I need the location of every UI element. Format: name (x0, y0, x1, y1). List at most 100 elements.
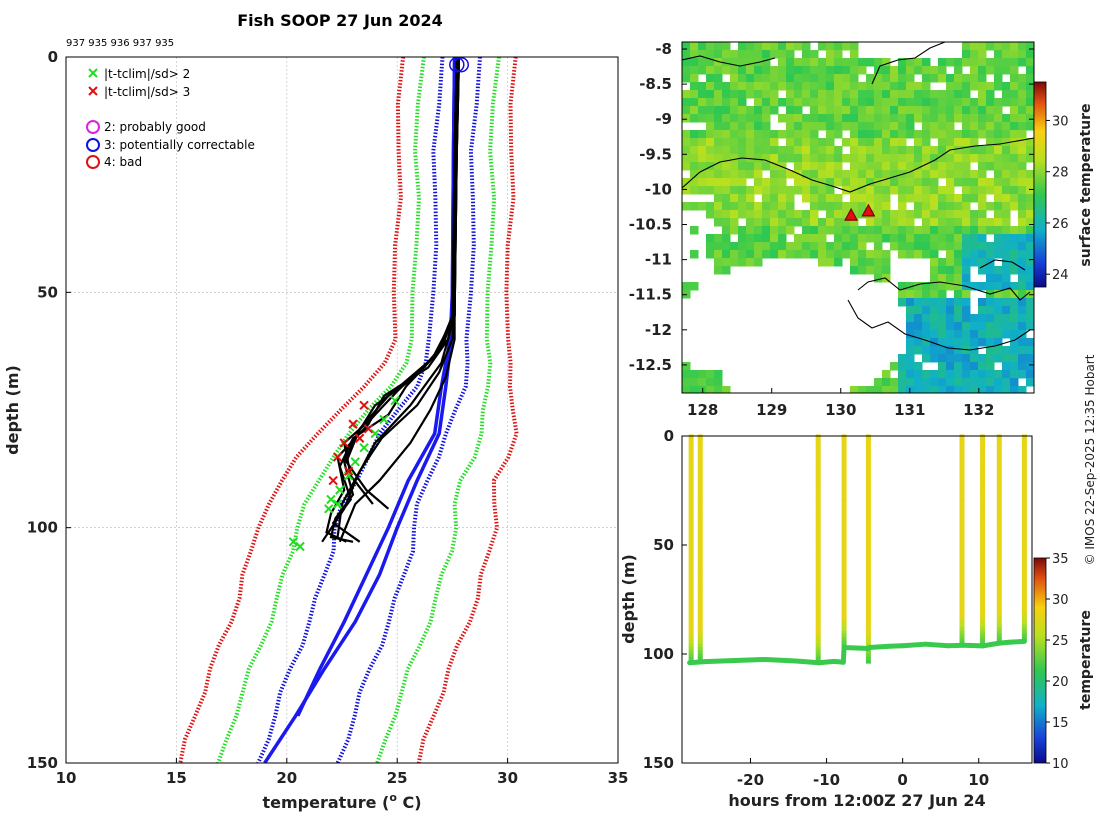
sst-cell (978, 218, 987, 227)
sst-cell (874, 274, 883, 283)
sst-cell (962, 298, 971, 307)
sst-cell (714, 178, 723, 187)
sst-cell (826, 74, 835, 83)
sst-cell (722, 42, 731, 51)
sst-cell (922, 306, 931, 315)
sst-cell (946, 274, 955, 283)
sst-cell (898, 114, 907, 123)
sst-cell (1018, 322, 1027, 331)
sst-cell (722, 266, 731, 275)
sst-cell (810, 90, 819, 99)
sst-cell (754, 234, 763, 243)
sst-cell (722, 186, 731, 195)
sst-cell (986, 146, 995, 155)
sst-cell (746, 138, 755, 147)
sst-cell (738, 66, 747, 75)
flag-red-marker (363, 424, 374, 434)
cast-sample (1021, 516, 1027, 520)
sst-cell (922, 186, 931, 195)
sst-cell (898, 378, 907, 387)
sst-cell (962, 274, 971, 283)
sst-cell (706, 146, 715, 155)
sst-cell (922, 386, 931, 393)
sst-cell (882, 266, 891, 275)
cast-sample (688, 450, 694, 455)
cast-sample (980, 565, 986, 569)
cast-sample (865, 575, 871, 579)
sst-cell (938, 154, 947, 163)
sst-cell (818, 202, 827, 211)
sst-cell (754, 210, 763, 219)
sst-cell (938, 74, 947, 83)
sst-cell (866, 234, 875, 243)
sst-cell (978, 122, 987, 131)
cast-sample (815, 516, 821, 520)
sst-cell (930, 338, 939, 347)
sst-cell (978, 90, 987, 99)
sst-cell (930, 146, 939, 155)
sst-cell (882, 210, 891, 219)
cast-sample (697, 450, 703, 455)
cast-sample (1021, 532, 1027, 537)
black-profile-line (345, 57, 458, 510)
sst-cell (890, 218, 899, 227)
sst-cell (714, 162, 723, 171)
sst-cell (842, 58, 851, 67)
sst-cell (714, 66, 723, 75)
sst-cell (986, 378, 995, 387)
sst-cell (906, 170, 915, 179)
cast-sample (1021, 535, 1027, 540)
flag-red-marker-b (359, 400, 369, 411)
sst-cell (1018, 218, 1027, 227)
sst-cell (834, 226, 843, 235)
sst-cell (922, 346, 931, 355)
cast-sample (996, 591, 1002, 595)
cast-sample (815, 630, 821, 635)
sst-cell (898, 298, 907, 307)
sst-cell (986, 306, 995, 315)
cast-sample (697, 584, 703, 589)
sst-cell (714, 98, 723, 107)
cast-sample (697, 509, 703, 514)
cast-sample (815, 480, 821, 484)
sst-cell (946, 338, 955, 347)
time-depth-ytick-label: 150 (643, 754, 674, 772)
sst-cell (826, 58, 835, 67)
sst-cell (826, 146, 835, 155)
sst-cell (890, 186, 899, 195)
sst-cell (858, 386, 867, 393)
sst-cell (962, 234, 971, 243)
sst-cell (946, 90, 955, 99)
cast-sample (688, 490, 694, 494)
sst-cell (842, 114, 851, 123)
sst-cell (978, 282, 987, 291)
cast-sample (815, 441, 821, 445)
cast-sample (697, 643, 703, 648)
sst-cell (994, 250, 1003, 259)
sst-cell (834, 130, 843, 139)
cast-sample (865, 548, 871, 553)
cast-sample (841, 548, 847, 553)
sst-cell (826, 138, 835, 147)
sst-cell (762, 234, 771, 243)
cast-sample (697, 467, 703, 471)
cast-sample (815, 637, 821, 641)
sst-cell (770, 98, 779, 107)
sst-cell (1026, 250, 1034, 259)
cast-sample (815, 496, 821, 501)
cast-sample (980, 581, 986, 586)
cast-sample (815, 542, 821, 546)
sst-cell (994, 282, 1003, 291)
cast-sample (841, 601, 847, 605)
cast-sample (980, 516, 986, 520)
sst-cell (818, 258, 827, 267)
sst-cell (1026, 370, 1034, 379)
cast-sample (841, 624, 847, 628)
sst-cell (978, 226, 987, 235)
sst-cell (954, 234, 963, 243)
cast-sample (959, 604, 965, 609)
cast-sample (959, 470, 965, 474)
map-ytick-label: -12 (645, 321, 672, 339)
sst-cell (746, 90, 755, 99)
cast-sample (688, 653, 694, 658)
